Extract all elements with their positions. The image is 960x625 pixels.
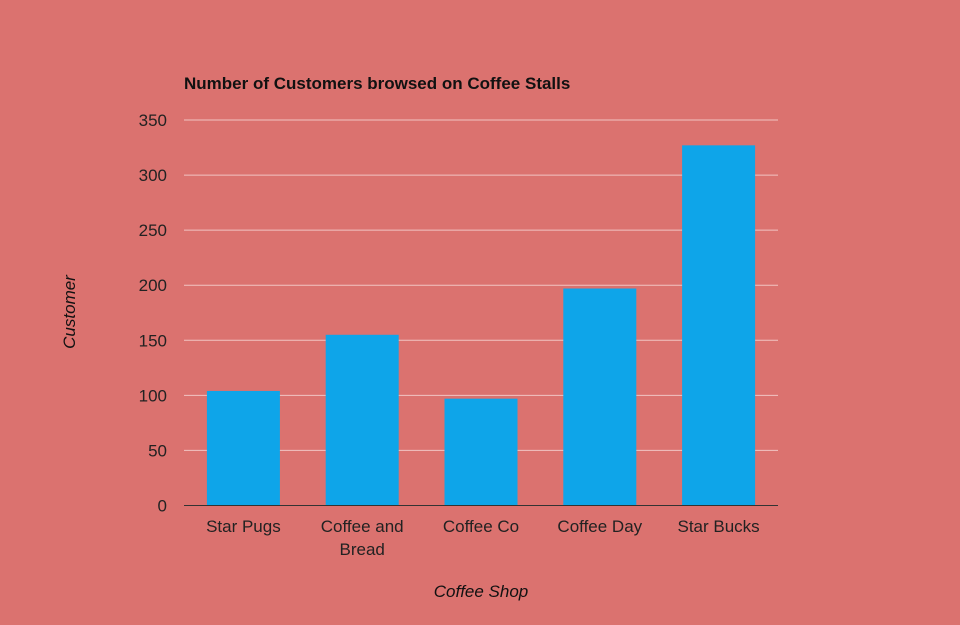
y-tick-label: 200 — [139, 276, 167, 295]
y-tick-label: 300 — [139, 166, 167, 185]
y-tick-label: 0 — [158, 497, 167, 516]
y-tick-label: 100 — [139, 386, 167, 405]
y-tick-label: 350 — [139, 111, 167, 130]
bar — [444, 398, 518, 506]
bar — [206, 390, 280, 506]
y-tick-label: 250 — [139, 221, 167, 240]
x-tick-label: Star Bucks — [677, 517, 759, 536]
x-tick-label: Coffee and Bread — [321, 517, 404, 559]
grid-lines — [184, 119, 778, 451]
y-axis-ticks: 0 50 100 150 200 250 300 350 — [139, 111, 167, 516]
bar — [682, 145, 756, 506]
y-tick-label: 150 — [139, 331, 167, 350]
bar — [325, 334, 399, 506]
x-axis-title: Coffee Shop — [434, 582, 529, 601]
chart-title: Number of Customers browsed on Coffee St… — [184, 74, 570, 93]
x-tick-label: Star Pugs — [206, 517, 281, 536]
y-axis-title: Customer — [60, 274, 79, 349]
x-tick-label: Coffee Day — [557, 517, 642, 536]
y-tick-label: 50 — [148, 441, 167, 460]
x-tick-label: Coffee Co — [443, 517, 519, 536]
x-axis-ticks: Star Pugs Coffee and Bread Coffee Co Coffee … — [206, 517, 760, 559]
bar — [563, 288, 637, 506]
bars — [206, 145, 756, 506]
